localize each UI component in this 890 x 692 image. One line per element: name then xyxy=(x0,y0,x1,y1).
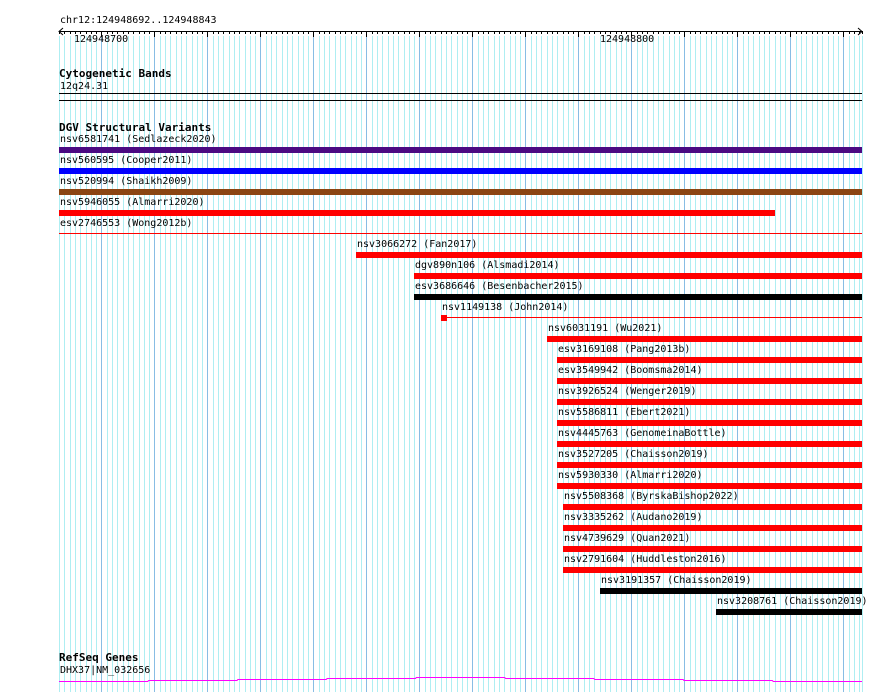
variant-bar[interactable] xyxy=(356,252,862,258)
variant-bar[interactable] xyxy=(557,378,862,384)
variant-label[interactable]: nsv560595 (Cooper2011) xyxy=(60,155,193,166)
variant-line xyxy=(447,317,862,318)
variant-label[interactable]: nsv4445763 (GenomeinaBottle) xyxy=(558,428,727,439)
variant-bar[interactable] xyxy=(414,273,862,279)
variant-bar[interactable] xyxy=(557,483,862,489)
variant-bar[interactable] xyxy=(557,441,862,447)
variant-label[interactable]: nsv3066272 (Fan2017) xyxy=(357,239,478,250)
variant-label[interactable]: nsv4739629 (Quan2021) xyxy=(564,533,691,544)
variant-bar[interactable] xyxy=(563,546,862,552)
variant-label[interactable]: nsv5930330 (Almarri2020) xyxy=(558,470,703,481)
variant-bar[interactable] xyxy=(563,504,862,510)
variant-bar[interactable] xyxy=(59,210,775,216)
variant-label[interactable]: nsv5946055 (Almarri2020) xyxy=(60,197,205,208)
variant-label[interactable]: nsv3527205 (Chaisson2019) xyxy=(558,449,709,460)
variant-label[interactable]: esv3169108 (Pang2013b) xyxy=(558,344,691,355)
variant-label[interactable]: nsv2791604 (Huddleston2016) xyxy=(564,554,727,565)
track-title: Cytogenetic Bands xyxy=(59,67,172,80)
variant-bar[interactable] xyxy=(441,315,447,321)
track-title: DGV Structural Variants xyxy=(59,121,212,134)
tick-label: 124948700 xyxy=(74,34,129,45)
track-divider xyxy=(59,100,862,101)
variant-bar[interactable] xyxy=(600,588,862,594)
variant-label[interactable]: nsv3191357 (Chaisson2019) xyxy=(601,575,752,586)
location-label: chr12:124948692..124948843 xyxy=(60,15,217,26)
variant-label[interactable]: nsv3335262 (Audano2019) xyxy=(564,512,703,523)
variant-bar[interactable] xyxy=(59,189,862,195)
variant-label[interactable]: nsv6031191 (Wu2021) xyxy=(548,323,663,334)
variant-label[interactable]: esv3549942 (Boomsma2014) xyxy=(558,365,703,376)
variant-bar[interactable] xyxy=(59,168,862,174)
variant-bar[interactable] xyxy=(557,420,862,426)
variant-label[interactable]: dgv890n106 (Alsmadi2014) xyxy=(415,260,560,271)
gene-label[interactable]: DHX37|NM_032656 xyxy=(60,665,151,676)
variant-label[interactable]: esv2746553 (Wong2012b) xyxy=(60,218,193,229)
variant-bar[interactable] xyxy=(557,462,862,468)
right-arrow-icon xyxy=(857,27,863,36)
variant-label[interactable]: nsv520994 (Shaikh2009) xyxy=(60,176,193,187)
variant-line xyxy=(59,233,862,234)
variant-bar[interactable] xyxy=(563,525,862,531)
track-divider xyxy=(59,93,862,94)
variant-bar[interactable] xyxy=(563,567,862,573)
track-title: RefSeq Genes xyxy=(59,651,139,664)
variant-label[interactable]: nsv1149138 (John2014) xyxy=(442,302,569,313)
variant-label[interactable]: nsv6581741 (Sedlazeck2020) xyxy=(60,134,217,145)
variant-label[interactable]: nsv5586811 (Ebert2021) xyxy=(558,407,691,418)
cytoband-label[interactable]: 12q24.31 xyxy=(60,81,109,92)
tick-label: 124948800 xyxy=(600,34,655,45)
left-arrow-icon xyxy=(58,27,64,36)
variant-bar[interactable] xyxy=(557,399,862,405)
variant-bar[interactable] xyxy=(414,294,862,300)
variant-bar[interactable] xyxy=(547,336,862,342)
variant-bar[interactable] xyxy=(59,147,862,153)
variant-label[interactable]: nsv3926524 (Wenger2019) xyxy=(558,386,697,397)
variant-label[interactable]: nsv3208761 (Chaisson2019) xyxy=(717,596,868,607)
variant-bar[interactable] xyxy=(716,609,862,615)
variant-bar[interactable] xyxy=(557,357,862,363)
variant-label[interactable]: nsv5508368 (ByrskaBishop2022) xyxy=(564,491,739,502)
variant-label[interactable]: esv3686646 (Besenbacher2015) xyxy=(415,281,584,292)
